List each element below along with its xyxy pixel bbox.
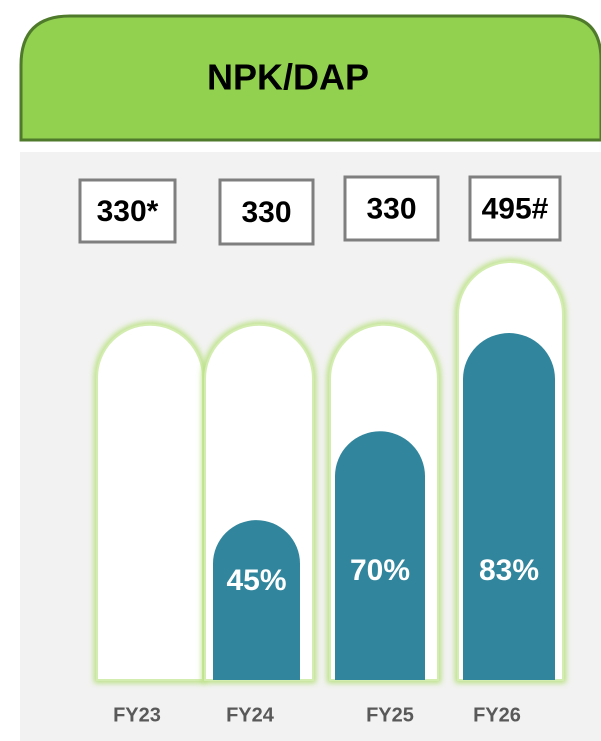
x-tick-label: FY25 [366, 704, 414, 726]
value-label: 70% [350, 554, 410, 587]
x-tick-label: FY24 [226, 704, 275, 726]
capacity-label: 330 [241, 196, 291, 229]
capacity-box [78, 178, 177, 244]
bar [213, 520, 300, 680]
x-tick-label: FY26 [473, 704, 521, 726]
value-label: 83% [479, 554, 539, 587]
marks: 330* FY23 45% 330 FY24 70% 330 FY25 83% 495# FY26 [78, 175, 566, 726]
capacity-box [343, 175, 440, 242]
chart-title: NPK/DAP [207, 57, 369, 98]
capacity-label: 330 [366, 192, 416, 225]
tube [96, 323, 204, 681]
bar [335, 431, 425, 680]
x-tick-label: FY23 [113, 704, 161, 726]
capacity-box [218, 178, 315, 246]
capacity-label: 330* [97, 195, 159, 228]
panel-header [19, 14, 601, 142]
capacity-box [468, 175, 562, 242]
bar [463, 333, 555, 680]
value-label: 45% [226, 564, 286, 597]
capacity-label: 495# [482, 192, 549, 225]
